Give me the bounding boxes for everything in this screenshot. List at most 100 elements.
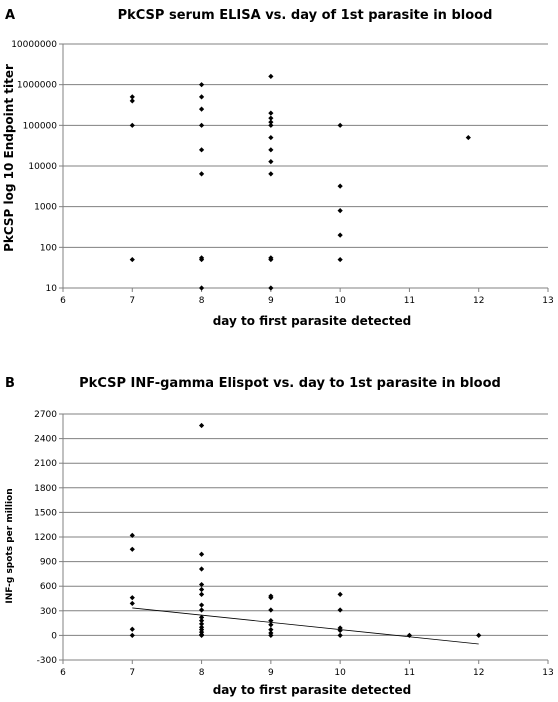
chart-b-data-point bbox=[268, 595, 274, 601]
chart-a-x-tick-label: 13 bbox=[542, 296, 553, 306]
chart-b-data-point bbox=[198, 607, 205, 613]
chart-b-y-tick-label: 2100 bbox=[34, 459, 57, 469]
chart-a-data-point bbox=[129, 122, 135, 128]
panel-label-b: B bbox=[5, 376, 15, 391]
chart-b-trendline bbox=[132, 607, 479, 645]
chart-b-x-tick-label: 13 bbox=[542, 668, 553, 678]
chart-a-y-tick-label: 10 bbox=[46, 284, 58, 294]
chart-b-data-point bbox=[268, 607, 274, 613]
chart-b-y-tick-label: 1500 bbox=[34, 508, 57, 518]
chart-b-data-point bbox=[129, 626, 135, 632]
chart-b-data-point bbox=[198, 602, 205, 608]
chart-b-data-point bbox=[129, 546, 135, 552]
chart-b-y-axis-label: INF-g spots per million bbox=[5, 488, 15, 603]
chart-a-x-tick-label: 10 bbox=[334, 296, 346, 306]
chart-b-y-tick-label: 2700 bbox=[34, 410, 57, 420]
chart-b-trendline-segment bbox=[132, 607, 479, 645]
chart-b-data-point bbox=[198, 586, 205, 593]
chart-b-x-tick-label: 9 bbox=[268, 668, 274, 678]
chart-b-x-tick-label: 12 bbox=[473, 668, 484, 678]
chart-a-x-tick-label: 6 bbox=[60, 296, 66, 306]
chart-b-y-tick-label: 1800 bbox=[34, 484, 57, 494]
chart-a-data-points bbox=[129, 73, 471, 291]
chart-a-data-point bbox=[268, 171, 274, 177]
chart-b-y-tick-label: 2400 bbox=[34, 435, 57, 445]
chart-a-data-point bbox=[337, 183, 343, 189]
chart-a-axes bbox=[59, 43, 549, 292]
chart-b-data-point bbox=[268, 632, 274, 638]
chart-b-x-tick-label: 10 bbox=[334, 668, 346, 678]
chart-b-x-tick-label: 7 bbox=[129, 668, 135, 678]
chart-a-data-point bbox=[198, 94, 205, 100]
chart-a-data-point bbox=[268, 119, 274, 125]
chart-a-data-point bbox=[268, 134, 274, 141]
chart-a-data-point bbox=[198, 106, 205, 112]
chart-b-data-point bbox=[198, 614, 205, 620]
chart-b-gridlines bbox=[63, 413, 548, 661]
chart-a-data-point bbox=[268, 159, 274, 165]
chart-a-y-tick-label: 1000000 bbox=[17, 81, 57, 91]
chart-a-data-point bbox=[198, 122, 205, 128]
chart-a-y-tick-labels: 10 100 1000 10000 100000 1000000 10000000 bbox=[11, 40, 57, 294]
chart-b-data-point bbox=[129, 532, 135, 538]
chart-b-data-point bbox=[268, 618, 274, 624]
chart-a-y-axis-label: PkCSP log 10 Endpoint titer bbox=[2, 64, 16, 252]
chart-a-x-tick-label: 9 bbox=[268, 296, 274, 306]
chart-a-data-point bbox=[268, 110, 274, 116]
chart-panel-a: A PkCSP serum ELISA vs. day of 1st paras… bbox=[2, 8, 554, 328]
chart-b-data-point bbox=[198, 551, 205, 557]
chart-b-y-tick-labels: -300 0 300 600 900 1200 1500 1800 2100 2400 2700 bbox=[34, 410, 57, 666]
chart-b-title: PkCSP INF-gamma Elispot vs. day to 1st p… bbox=[79, 376, 501, 391]
chart-b-axes bbox=[59, 413, 549, 664]
chart-a-x-tick-label: 12 bbox=[473, 296, 484, 306]
chart-a-data-point bbox=[198, 285, 205, 291]
chart-a-data-point bbox=[268, 115, 274, 121]
chart-b-y-tick-label: 600 bbox=[40, 582, 57, 592]
chart-a-data-point bbox=[198, 171, 205, 177]
chart-a-x-tick-label: 7 bbox=[129, 296, 135, 306]
chart-a-data-point bbox=[268, 147, 274, 153]
chart-b-y-tick-label: -300 bbox=[37, 656, 58, 666]
chart-b-data-point bbox=[198, 581, 205, 588]
chart-b-data-point bbox=[268, 622, 274, 628]
chart-a-gridlines bbox=[63, 43, 548, 289]
chart-b-data-point bbox=[129, 632, 135, 638]
chart-a-y-tick-label: 1000 bbox=[34, 203, 57, 213]
chart-b-data-point bbox=[337, 627, 343, 634]
chart-a-data-point bbox=[198, 147, 205, 153]
chart-a-y-tick-label: 10000 bbox=[28, 162, 57, 172]
chart-b-data-point bbox=[198, 591, 205, 597]
chart-b-data-point bbox=[337, 607, 343, 613]
chart-a-data-point bbox=[268, 285, 274, 291]
chart-b-data-points bbox=[129, 422, 482, 638]
chart-a-data-point bbox=[268, 73, 274, 79]
chart-a-x-axis-label: day to first parasite detected bbox=[213, 314, 412, 328]
chart-a-data-point bbox=[268, 256, 274, 263]
chart-a-y-tick-label: 100 bbox=[40, 243, 57, 253]
chart-a-title: PkCSP serum ELISA vs. day of 1st parasit… bbox=[118, 8, 493, 23]
chart-b-x-tick-label: 11 bbox=[404, 668, 415, 678]
chart-a-y-tick-label: 100000 bbox=[23, 121, 58, 131]
chart-b-data-point bbox=[129, 595, 135, 601]
chart-a-data-point bbox=[129, 98, 135, 104]
chart-b-data-point bbox=[129, 600, 135, 607]
chart-b-x-axis-label: day to first parasite detected bbox=[213, 683, 412, 697]
chart-b-y-tick-label: 0 bbox=[51, 631, 57, 641]
chart-b-data-point bbox=[198, 621, 205, 627]
chart-a-data-point bbox=[337, 232, 343, 238]
chart-a-data-point bbox=[465, 134, 471, 141]
chart-a-data-point bbox=[268, 122, 274, 128]
chart-b-data-point bbox=[337, 591, 343, 597]
chart-b-data-point bbox=[198, 618, 205, 624]
chart-a-x-tick-label: 8 bbox=[199, 296, 205, 306]
chart-a-data-point bbox=[337, 208, 343, 214]
chart-a-data-point bbox=[198, 256, 205, 263]
chart-b-x-tick-label: 6 bbox=[60, 668, 66, 678]
chart-a-x-tick-labels: 6 7 8 9 10 11 12 13 bbox=[60, 296, 554, 306]
chart-b-data-point bbox=[337, 632, 343, 638]
chart-a-data-point bbox=[129, 256, 135, 263]
chart-a-data-point bbox=[337, 122, 343, 128]
chart-b-data-point bbox=[198, 422, 205, 429]
chart-b-data-point bbox=[268, 627, 274, 633]
